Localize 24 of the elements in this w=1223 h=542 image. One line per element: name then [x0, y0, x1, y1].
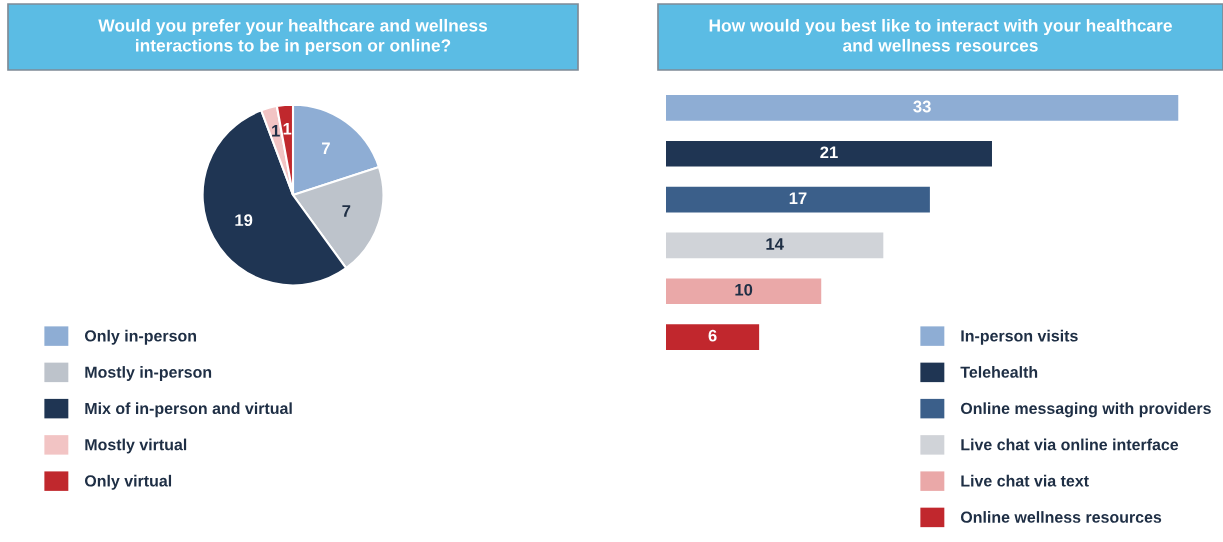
- data-label: 1: [272, 125, 280, 137]
- data-label: 17: [789, 192, 807, 204]
- data-label: 33: [913, 100, 931, 113]
- chart-title: Would you prefer your healthcare and wellness interactions to be in person or online?: [98, 18, 488, 56]
- legend-label: Live chat via text: [961, 474, 1089, 487]
- data-label: 7: [342, 205, 351, 217]
- legend-label: Mostly virtual: [85, 438, 187, 454]
- chart-title: How would you best like to interact with your healthcare and wellness resources: [709, 18, 1172, 52]
- legend-label: Mostly in-person: [85, 366, 212, 381]
- legend-label: Telehealth: [960, 366, 1038, 378]
- data-label: 6: [708, 329, 717, 342]
- data-label: 21: [820, 146, 838, 159]
- legend-label: Only in-person: [84, 329, 197, 345]
- legend-label: Mix of in-person and virtual: [85, 402, 292, 418]
- legend-label: Online wellness resources: [960, 511, 1162, 523]
- data-label: 19: [235, 214, 253, 227]
- data-label: 14: [766, 238, 784, 250]
- data-label: 10: [735, 283, 753, 296]
- data-label: 1: [283, 123, 292, 135]
- data-label: 7: [322, 142, 330, 154]
- legend-label: In-person visits: [961, 329, 1078, 345]
- legend-label: Only virtual: [84, 474, 172, 490]
- legend-label: Online messaging with providers: [960, 402, 1211, 418]
- legend-label: Live chat via online interface: [961, 438, 1179, 451]
